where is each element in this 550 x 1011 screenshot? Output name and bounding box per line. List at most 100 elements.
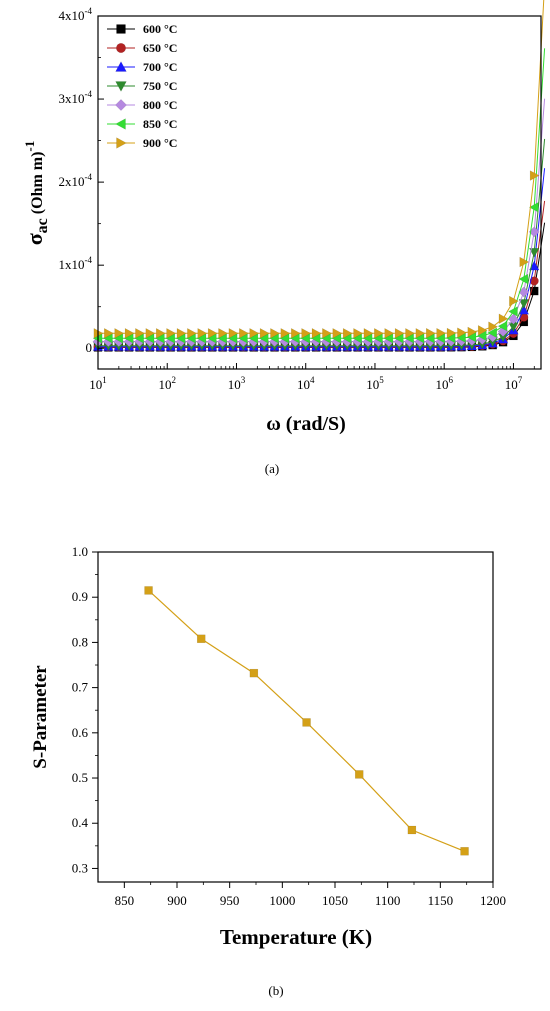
chart-a-x-tick-label: 101 bbox=[89, 375, 107, 392]
chart-a-y-tick-label: 2x10-4 bbox=[59, 172, 93, 189]
data-point bbox=[332, 328, 343, 339]
chart-b-x-tick-label: 950 bbox=[220, 893, 240, 908]
data-point bbox=[353, 328, 363, 339]
chart-b-x-tick-label: 900 bbox=[167, 893, 187, 908]
chart-b-frame bbox=[97, 551, 494, 883]
chart-b-y-tick-label: 0.6 bbox=[72, 725, 89, 740]
data-point bbox=[476, 330, 487, 342]
s-parameter-chart: 850 900 950 1000 1050 1100 1150 1200 0.3 0.4 0.5 0… bbox=[30, 544, 506, 998]
chart-b-x-tick-label: 1100 bbox=[375, 893, 401, 908]
legend-label: 700 °C bbox=[143, 60, 177, 74]
chart-b-y-tick-label: 0.5 bbox=[72, 770, 88, 785]
data-point bbox=[446, 327, 457, 339]
data-point bbox=[104, 328, 114, 339]
data-point bbox=[114, 328, 125, 339]
series-line bbox=[98, 222, 546, 348]
data-point bbox=[291, 328, 301, 339]
chart-a-panel-label: (a) bbox=[265, 461, 279, 476]
data-point bbox=[518, 273, 529, 285]
series-line bbox=[98, 138, 546, 347]
data-point bbox=[497, 320, 508, 332]
chart-a-x-tick-label: 107 bbox=[505, 375, 523, 392]
data-point bbox=[270, 328, 280, 339]
data-point bbox=[384, 328, 395, 339]
data-point bbox=[144, 586, 153, 595]
data-point bbox=[528, 201, 539, 213]
chart-a-y-tick-label: 3x10-4 bbox=[59, 89, 93, 106]
data-point bbox=[529, 170, 540, 181]
legend-label: 900 °C bbox=[143, 136, 177, 150]
data-point bbox=[311, 328, 322, 339]
data-point bbox=[436, 327, 447, 339]
data-point bbox=[249, 668, 259, 678]
chart-b-plot-area bbox=[144, 586, 469, 856]
chart-a-plot-area bbox=[92, 0, 546, 352]
data-point bbox=[124, 328, 135, 339]
data-point bbox=[508, 306, 518, 317]
data-point bbox=[374, 328, 384, 339]
chart-b-x-tick-label: 850 bbox=[115, 893, 135, 908]
data-point bbox=[176, 328, 187, 339]
chart-b-x-tick-label: 1200 bbox=[480, 893, 506, 908]
data-point bbox=[457, 327, 467, 338]
data-point bbox=[207, 328, 218, 339]
data-point bbox=[228, 328, 239, 339]
chart-b-y-tick-label: 0.9 bbox=[72, 589, 88, 604]
legend-label: 800 °C bbox=[143, 98, 177, 112]
chart-a-y-ticks: 0 1x10-4 2x10-4 3x10-4 4x10-4 bbox=[59, 6, 104, 355]
data-point bbox=[259, 328, 270, 339]
data-point bbox=[488, 321, 499, 332]
chart-a-x-tick-label: 103 bbox=[228, 375, 246, 392]
legend-label: 650 °C bbox=[143, 41, 177, 55]
series-line bbox=[98, 200, 546, 348]
chart-b-x-tick-label: 1050 bbox=[322, 893, 348, 908]
chart-b-y-ticks: 0.3 0.4 0.5 0.6 0.7 0.8 0.9 1.0 bbox=[72, 544, 98, 875]
chart-a-x-tick-label: 105 bbox=[366, 375, 384, 392]
chart-b-y-tick-label: 0.8 bbox=[72, 634, 88, 649]
chart-b-y-tick-label: 0.3 bbox=[72, 860, 88, 875]
data-point bbox=[135, 328, 145, 339]
legend-label: 600 °C bbox=[143, 22, 177, 36]
data-point bbox=[509, 295, 519, 307]
legend-marker bbox=[116, 43, 126, 53]
data-point bbox=[405, 328, 415, 339]
legend-marker bbox=[115, 61, 127, 72]
legend-label: 850 °C bbox=[143, 117, 177, 131]
chart-b-x-ticks: 850 900 950 1000 1050 1100 1150 1200 bbox=[115, 882, 506, 908]
chart-b-panel-label: (b) bbox=[268, 983, 283, 998]
chart-a-y-axis-title: σac(Ohm m)-1 bbox=[22, 141, 51, 246]
data-point bbox=[187, 328, 197, 339]
legend-label: 750 °C bbox=[143, 79, 177, 93]
chart-b-y-tick-label: 1.0 bbox=[72, 544, 88, 559]
data-point bbox=[363, 328, 374, 339]
data-point bbox=[407, 825, 417, 835]
data-point bbox=[528, 247, 540, 258]
data-point bbox=[166, 328, 177, 339]
chart-a-x-tick-label: 106 bbox=[435, 375, 453, 392]
data-point bbox=[218, 328, 228, 339]
data-point bbox=[529, 276, 539, 286]
data-point bbox=[197, 328, 208, 339]
chart-a-x-tick-label: 102 bbox=[158, 375, 176, 392]
chart-a-x-axis-title: ω (rad/S) bbox=[266, 413, 346, 435]
data-point bbox=[355, 770, 364, 779]
data-point bbox=[394, 328, 405, 339]
data-point bbox=[487, 327, 497, 339]
chart-b-x-tick-label: 1150 bbox=[428, 893, 454, 908]
legend-marker bbox=[116, 24, 126, 34]
data-point bbox=[302, 718, 311, 727]
data-point bbox=[426, 327, 436, 339]
data-point bbox=[280, 328, 291, 339]
data-point bbox=[239, 328, 249, 339]
data-point bbox=[460, 847, 469, 856]
data-point bbox=[508, 313, 519, 325]
data-point bbox=[197, 634, 206, 643]
data-point bbox=[322, 328, 332, 339]
chart-a-frame bbox=[97, 15, 542, 370]
data-point bbox=[518, 299, 530, 309]
legend-marker bbox=[115, 81, 127, 92]
chart-a-x-tick-label: 104 bbox=[297, 375, 315, 392]
data-point bbox=[249, 328, 260, 339]
chart-b-x-tick-label: 1000 bbox=[269, 893, 295, 908]
chart-b-y-tick-label: 0.4 bbox=[72, 815, 89, 830]
